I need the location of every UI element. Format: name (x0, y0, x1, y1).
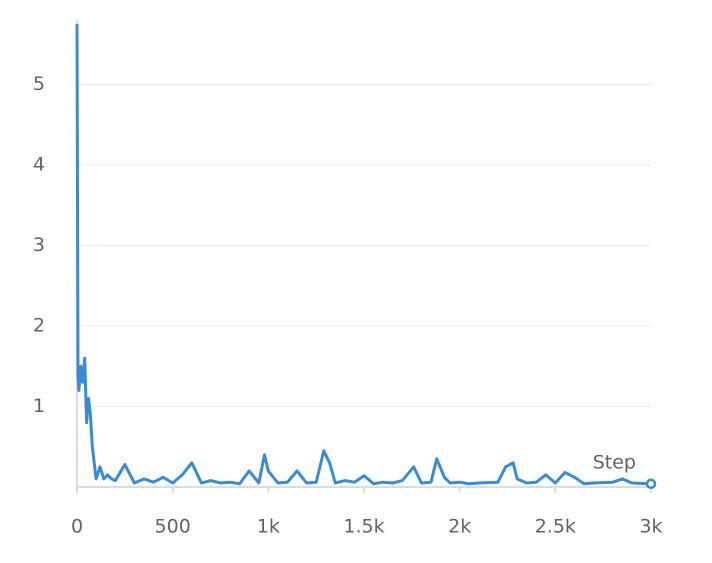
y-tick-label: 4 (33, 153, 45, 175)
x-axis-label: Step (593, 452, 636, 474)
x-tick-label: 3k (639, 516, 662, 538)
y-tick-label: 2 (33, 314, 45, 336)
x-tick-label: 0 (71, 516, 83, 538)
x-tick-label: 500 (155, 516, 191, 538)
loss-line (75, 23, 652, 486)
x-tick-label: 2k (448, 516, 471, 538)
y-tick-label: 5 (33, 73, 45, 95)
x-tick-label: 2.5k (535, 516, 576, 538)
y-tick-label: 1 (33, 395, 45, 417)
y-tick-label: 3 (33, 234, 45, 256)
end-point (645, 478, 657, 490)
x-tick-label: 1k (257, 516, 280, 538)
x-tick-label: 1.5k (343, 516, 384, 538)
